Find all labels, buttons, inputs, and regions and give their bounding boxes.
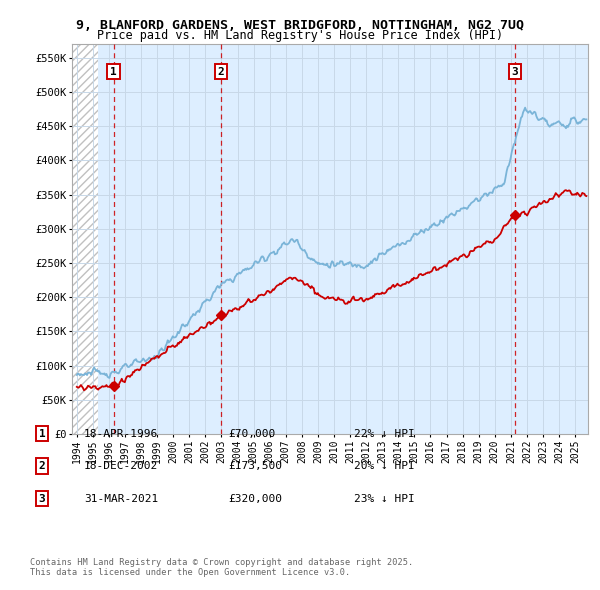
Text: Price paid vs. HM Land Registry's House Price Index (HPI): Price paid vs. HM Land Registry's House … xyxy=(97,30,503,42)
Text: 9, BLANFORD GARDENS, WEST BRIDGFORD, NOTTINGHAM, NG2 7UQ: 9, BLANFORD GARDENS, WEST BRIDGFORD, NOT… xyxy=(76,19,524,32)
Text: 20% ↓ HPI: 20% ↓ HPI xyxy=(354,461,415,471)
Bar xyxy=(98,44,588,434)
Text: £70,000: £70,000 xyxy=(228,429,275,438)
Text: 3: 3 xyxy=(38,494,46,503)
Text: £320,000: £320,000 xyxy=(228,494,282,503)
Text: 22% ↓ HPI: 22% ↓ HPI xyxy=(354,429,415,438)
Text: 31-MAR-2021: 31-MAR-2021 xyxy=(84,494,158,503)
Text: £173,500: £173,500 xyxy=(228,461,282,471)
Text: 1: 1 xyxy=(38,429,46,438)
Bar xyxy=(72,44,98,434)
Text: Contains HM Land Registry data © Crown copyright and database right 2025.
This d: Contains HM Land Registry data © Crown c… xyxy=(30,558,413,577)
Text: 18-APR-1996: 18-APR-1996 xyxy=(84,429,158,438)
Text: 1: 1 xyxy=(110,67,117,77)
Text: 23% ↓ HPI: 23% ↓ HPI xyxy=(354,494,415,503)
Text: 2: 2 xyxy=(217,67,224,77)
Text: 18-DEC-2002: 18-DEC-2002 xyxy=(84,461,158,471)
Text: 3: 3 xyxy=(511,67,518,77)
Text: 2: 2 xyxy=(38,461,46,471)
